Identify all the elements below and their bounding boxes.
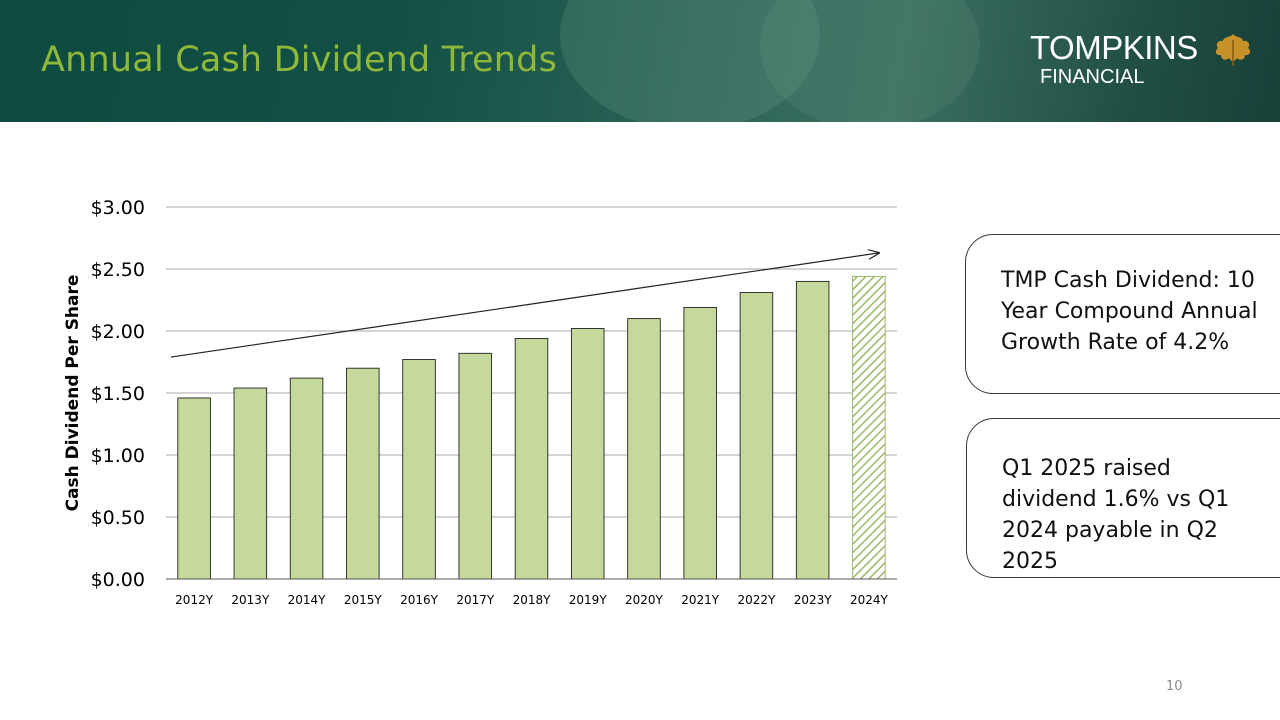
x-tick-label: 2020Y	[625, 593, 664, 607]
y-tick-label: $2.00	[91, 321, 145, 343]
x-tick-label: 2023Y	[794, 593, 833, 607]
page-title: Annual Cash Dividend Trends	[41, 40, 558, 80]
y-tick-label: $1.00	[91, 445, 145, 467]
logo-wordmark: TOMPKINS	[1030, 29, 1198, 66]
bar-2015Y	[346, 367, 380, 580]
bar-2023Y	[795, 280, 830, 580]
bar-2018Y	[514, 337, 549, 580]
bar-2024Y	[852, 275, 886, 580]
bar-2012Y	[177, 397, 211, 580]
bar-2022Y	[739, 292, 774, 580]
bar-2013Y	[233, 387, 268, 580]
x-tick-label: 2018Y	[513, 593, 552, 607]
cagr-callout-text: TMP Cash Dividend: 10 Year Compound Annu…	[1001, 268, 1258, 355]
bar-2021Y	[683, 306, 717, 580]
q1-callout-text: Q1 2025 raised dividend 1.6% vs Q1 2024 …	[1002, 456, 1230, 574]
x-axis-tick-labels: 2012Y 2013Y 2014Y 2015Y 2016Y 2017Y 2018Y 2019Y…	[175, 593, 888, 607]
x-tick-label: 2017Y	[456, 593, 495, 607]
cagr-callout: TMP Cash Dividend: 10 Year Compound Annu…	[965, 234, 1280, 394]
x-tick-label: 2015Y	[344, 593, 383, 607]
background-leaf-shape	[760, 0, 980, 122]
x-tick-label: 2021Y	[681, 593, 720, 607]
y-tick-label: $0.50	[91, 507, 145, 529]
bar-2014Y	[289, 377, 324, 580]
x-tick-label: 2024Y	[850, 593, 889, 607]
bar-2017Y	[458, 352, 493, 580]
x-tick-label: 2022Y	[737, 593, 776, 607]
y-axis-tick-labels: $0.00 $0.50 $1.00 $1.50 $2.00 $2.50 $3.00	[91, 197, 145, 591]
background-leaf-shape	[560, 0, 820, 122]
y-tick-label: $0.00	[91, 569, 145, 591]
x-tick-label: 2014Y	[288, 593, 327, 607]
y-tick-label: $1.50	[91, 383, 145, 405]
x-tick-label: 2013Y	[231, 593, 270, 607]
oak-leaf-icon	[1215, 34, 1251, 66]
y-tick-label: $3.00	[91, 197, 145, 219]
header-banner: Annual Cash Dividend Trends TOMPKINS FIN…	[0, 0, 1280, 122]
x-tick-label: 2019Y	[569, 593, 608, 607]
y-axis-label: Cash Dividend Per Share	[63, 275, 83, 512]
company-logo: TOMPKINS FINANCIAL	[1030, 30, 1260, 90]
y-tick-label: $2.50	[91, 259, 145, 281]
x-tick-label: 2012Y	[175, 593, 214, 607]
page-number: 10	[1166, 679, 1183, 694]
trend-arrow	[170, 253, 879, 358]
q1-dividend-callout: Q1 2025 raised dividend 1.6% vs Q1 2024 …	[966, 418, 1280, 578]
bar-2016Y	[402, 359, 436, 580]
chart-bars	[177, 275, 886, 580]
bar-2020Y	[627, 318, 661, 580]
x-tick-label: 2016Y	[400, 593, 439, 607]
bar-2019Y	[570, 328, 605, 580]
dividend-bar-chart: $0.00 $0.50 $1.00 $1.50 $2.00 $2.50 $3.00 2012…	[63, 197, 897, 607]
logo-subtitle: FINANCIAL	[1040, 66, 1145, 88]
